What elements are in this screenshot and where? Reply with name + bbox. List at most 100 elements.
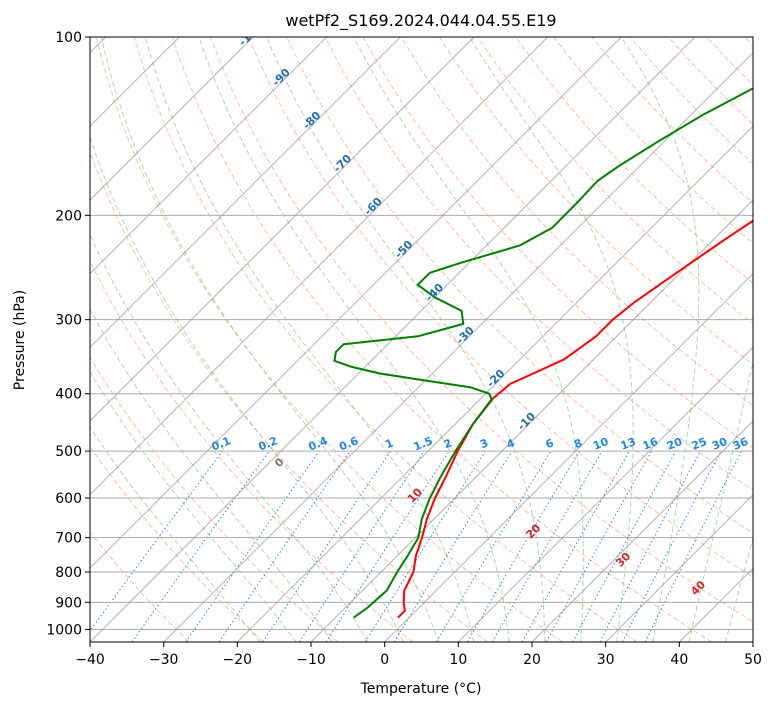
mixing-ratio-line	[521, 450, 630, 642]
dry-adiabat	[90, 150, 488, 642]
dry-adiabat	[210, 37, 753, 623]
x-tick-label: −20	[223, 652, 253, 668]
moist-adiabat	[266, 37, 546, 642]
dry-adiabat	[477, 37, 753, 325]
dry-adiabat	[133, 37, 638, 642]
isotherm-label: -70	[331, 152, 354, 175]
y-axis-title: Pressure (hPa)	[12, 290, 28, 390]
dry-adiabat	[438, 37, 753, 366]
isotherm-line	[310, 199, 753, 642]
line-labels: 0.1 0.2 0.4 0.6 1 1.5 2 3 4 6 8 10 13 16 20 25 30 36-100-…	[210, 20, 751, 598]
mixing-ratio-label: 4	[505, 436, 517, 451]
x-tick-label: 50	[744, 652, 762, 668]
isotherm-line	[457, 346, 753, 642]
x-tick-label: 0	[380, 652, 389, 668]
isotherm-line	[90, 37, 622, 570]
mixing-ratio-line	[298, 450, 425, 642]
dry-adiabat	[95, 37, 563, 642]
moist-adiabat-label: 0	[272, 455, 287, 470]
mixing-ratio-label: 2	[442, 436, 454, 451]
mixing-ratio-label: 6	[544, 436, 556, 451]
mixing-ratio-line	[545, 450, 653, 642]
isotherm-label: -20	[484, 367, 507, 390]
dry-adiabat	[400, 37, 753, 407]
mixing-ratio-label: 25	[690, 435, 709, 453]
isotherm-line	[236, 125, 753, 642]
mixing-ratio-line	[599, 450, 701, 642]
isotherm-line	[531, 420, 753, 642]
isotherm-line	[605, 493, 753, 642]
moist-adiabat	[353, 37, 584, 642]
moist-adiabat	[144, 37, 475, 642]
x-tick-label: 40	[670, 652, 688, 668]
mixing-ratio-line	[435, 450, 552, 642]
isotherm-line	[163, 51, 753, 642]
dry-adiabat	[90, 445, 264, 642]
dry-adiabat	[171, 37, 712, 642]
mixing-ratio-label: 36	[731, 435, 750, 453]
y-tick-label: 800	[55, 565, 82, 581]
dry-adiabat	[90, 531, 190, 642]
mixing-ratio-line	[218, 450, 351, 642]
moist-adiabat	[620, 37, 700, 642]
dry-adiabat	[248, 37, 753, 578]
mixing-ratio-label: 10	[591, 435, 610, 453]
x-axis-title: Temperature (°C)	[360, 681, 482, 697]
y-tick-label: 200	[55, 208, 82, 224]
isotherm-line	[90, 37, 475, 422]
mixing-ratio-label: 13	[619, 435, 638, 453]
isotherm-line	[678, 567, 753, 642]
chart-title: wetPf2_S169.2024.044.04.55.E19	[285, 11, 556, 31]
mixing-ratio-label: 3	[478, 436, 490, 451]
x-tick-label: −30	[149, 652, 179, 668]
x-tick-label: 20	[523, 652, 541, 668]
dry-adiabat	[90, 259, 414, 642]
mixing-ratio-line	[393, 450, 513, 642]
moist-adiabat-label: 40	[688, 578, 708, 598]
x-axis: −40 −30 −20 −10 0 10 20 30 40 50	[75, 642, 762, 668]
isotherm-label: -30	[454, 324, 477, 347]
mixing-ratio-label: 30	[710, 435, 729, 453]
y-tick-label: 900	[55, 595, 82, 611]
mixing-ratio-label: 8	[572, 436, 584, 451]
mixing-ratio-label: 20	[665, 435, 684, 453]
moist-adiabat	[469, 37, 634, 642]
isotherm-line	[384, 272, 753, 642]
isotherm-line	[90, 37, 549, 496]
mixing-ratio-label: 1	[383, 436, 395, 451]
isotherm-label: -50	[392, 238, 415, 261]
moist-adiabat-label: 10	[405, 485, 425, 505]
mixing-ratio-line	[185, 450, 320, 642]
temperature-line	[397, 219, 753, 619]
y-tick-label: 600	[55, 491, 82, 507]
mixing-ratio-line	[90, 450, 223, 632]
x-tick-label: −40	[75, 652, 105, 668]
dry-adiabat	[324, 37, 753, 491]
isotherm-label: -80	[300, 109, 323, 132]
moist-adiabat	[725, 536, 753, 642]
background-lines	[90, 37, 753, 642]
dry-adiabat	[515, 37, 753, 284]
moist-adiabat	[90, 232, 369, 642]
y-tick-label: 1000	[46, 622, 82, 638]
y-tick-label: 400	[55, 387, 82, 403]
mixing-ratio-line	[262, 450, 392, 642]
dry-adiabat	[744, 37, 753, 47]
isotherm-label: -10	[515, 410, 538, 433]
y-tick-label: 700	[55, 531, 82, 547]
y-axis: 100 200 300 400 500 600 700 800 900 1000	[46, 30, 90, 638]
moist-adiabat	[100, 37, 439, 642]
mixing-ratio-line	[325, 450, 450, 642]
dry-adiabat	[90, 356, 339, 642]
isotherm-line	[90, 37, 328, 275]
isotherm-line	[752, 641, 753, 642]
moist-adiabat	[90, 426, 261, 642]
y-tick-label: 100	[55, 30, 82, 46]
dry-adiabat	[553, 37, 753, 244]
dry-adiabat	[362, 37, 753, 449]
dry-adiabat	[668, 37, 753, 125]
mixing-ratio-line	[621, 450, 722, 642]
moist-adiabat	[198, 37, 510, 642]
mixing-ratio-line	[644, 450, 743, 642]
isotherm-label: -100	[236, 20, 265, 49]
